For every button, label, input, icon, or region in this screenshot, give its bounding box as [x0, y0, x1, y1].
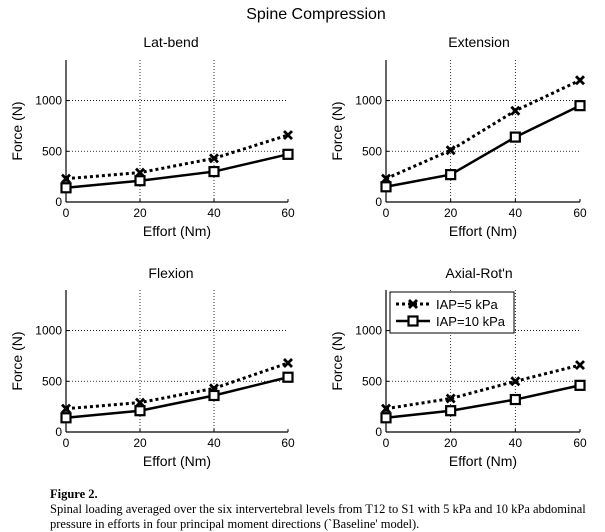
- x-tick-label: 40: [509, 206, 523, 220]
- x-tick-label: 0: [63, 206, 70, 220]
- chart-panel-2: 0 20 40 60 0 500 1000 Extension Effort (Nm) Force…: [329, 34, 587, 239]
- data-point-x-marker: [381, 403, 391, 414]
- y-axis-label: Force (N): [9, 331, 25, 390]
- x-tick-label: 40: [509, 436, 523, 450]
- figure-caption: Figure 2. Spinal loading averaged over t…: [50, 487, 595, 532]
- data-point-x-marker: [283, 130, 293, 141]
- y-tick-label: 500: [362, 374, 382, 388]
- caption-label: Figure 2.: [50, 487, 98, 501]
- y-tick-label: 0: [375, 195, 382, 209]
- series-line-iap-10: [65, 153, 289, 190]
- x-tick-label: 0: [383, 436, 390, 450]
- chart-panel-3: 0 20 40 60 0 500 1000 Flexion Effort (Nm) Force (…: [9, 265, 295, 469]
- series-line-iap-5: [385, 78, 581, 181]
- data-point-square-marker: [208, 165, 220, 178]
- data-point-x-marker: [445, 393, 456, 404]
- data-point-square-marker: [574, 379, 586, 391]
- data-point-x-marker: [575, 75, 585, 86]
- x-tick-label: 20: [444, 436, 458, 450]
- y-tick-label: 1000: [355, 94, 382, 108]
- y-tick-label: 0: [55, 195, 62, 209]
- x-axis-label: Effort (Nm): [449, 223, 517, 239]
- data-point-x-marker: [575, 360, 585, 371]
- data-point-square-marker: [380, 412, 392, 424]
- data-point-square-marker: [574, 100, 586, 112]
- x-tick-label: 0: [63, 436, 70, 450]
- x-tick-label: 40: [207, 206, 221, 220]
- figure-canvas: Spine Compression 0 20 40 60 0 500 1000 Lat-ben…: [9, 6, 587, 469]
- chart-title: Axial-Rot'n: [445, 265, 512, 281]
- data-point-square-marker: [60, 412, 72, 424]
- data-point-square-marker: [282, 371, 294, 383]
- x-axis-label: Effort (Nm): [143, 223, 211, 239]
- data-point-square-marker: [445, 405, 457, 417]
- x-tick-label: 60: [281, 436, 295, 450]
- y-tick-label: 1000: [35, 94, 62, 108]
- y-tick-label: 500: [362, 144, 382, 158]
- data-point-x-marker: [283, 358, 293, 369]
- y-tick-label: 0: [375, 425, 382, 439]
- chart-panel-4: 0 20 40 60 0 500 1000 Axial-Rot'n Effort (Nm) For…: [329, 265, 587, 469]
- data-point-x-marker: [61, 173, 71, 184]
- chart-title: Extension: [448, 34, 509, 50]
- data-point-x-marker: [445, 145, 456, 156]
- legend-x-marker: [408, 299, 418, 309]
- data-point-x-marker: [510, 105, 521, 116]
- x-tick-label: 0: [383, 206, 390, 220]
- y-axis-label: Force (N): [329, 331, 345, 390]
- series-line-iap-5: [385, 363, 581, 411]
- series-line-iap-10: [385, 104, 581, 189]
- legend-label: IAP=5 kPa: [436, 297, 499, 312]
- data-point-x-marker: [61, 403, 71, 414]
- chart-title: Flexion: [148, 265, 193, 281]
- y-tick-label: 1000: [35, 324, 62, 338]
- series-line-iap-10: [385, 384, 581, 420]
- legend-label: IAP=10 kPa: [436, 314, 506, 329]
- y-axis-label: Force (N): [9, 101, 25, 160]
- chart-panel-1: 0 20 40 60 0 500 1000 Lat-bend Effort (Nm) Force …: [9, 34, 295, 239]
- x-tick-label: 20: [444, 206, 458, 220]
- x-tick-label: 60: [281, 206, 295, 220]
- chart-title: Lat-bend: [143, 34, 198, 50]
- data-point-square-marker: [208, 389, 220, 402]
- data-point-square-marker: [134, 405, 146, 417]
- y-axis-label: Force (N): [329, 101, 345, 160]
- data-point-x-marker: [209, 153, 219, 164]
- figure-suptitle: Spine Compression: [246, 6, 386, 23]
- series-line-iap-5: [65, 133, 289, 181]
- legend-square-marker: [407, 315, 419, 327]
- x-axis-label: Effort (Nm): [449, 453, 517, 469]
- x-tick-label: 20: [133, 206, 147, 220]
- series-line-iap-5: [65, 361, 289, 411]
- data-point-square-marker: [380, 181, 392, 193]
- data-point-square-marker: [60, 182, 72, 194]
- y-tick-label: 500: [42, 374, 62, 388]
- series-line-iap-10: [65, 376, 289, 420]
- data-point-square-marker: [282, 148, 294, 160]
- x-tick-label: 40: [207, 436, 221, 450]
- y-tick-label: 1000: [355, 324, 382, 338]
- x-axis-label: Effort (Nm): [143, 453, 211, 469]
- data-point-square-marker: [509, 131, 521, 143]
- caption-text: Spinal loading averaged over the six int…: [50, 502, 586, 531]
- x-tick-label: 20: [133, 436, 147, 450]
- data-point-x-marker: [510, 376, 521, 387]
- y-tick-label: 500: [42, 144, 62, 158]
- x-tick-label: 60: [573, 436, 587, 450]
- data-point-square-marker: [134, 175, 146, 187]
- data-point-square-marker: [445, 169, 457, 181]
- y-tick-label: 0: [55, 425, 62, 439]
- legend: IAP=5 kPa IAP=10 kPa: [389, 291, 515, 334]
- x-tick-label: 60: [573, 206, 587, 220]
- data-point-square-marker: [509, 393, 521, 406]
